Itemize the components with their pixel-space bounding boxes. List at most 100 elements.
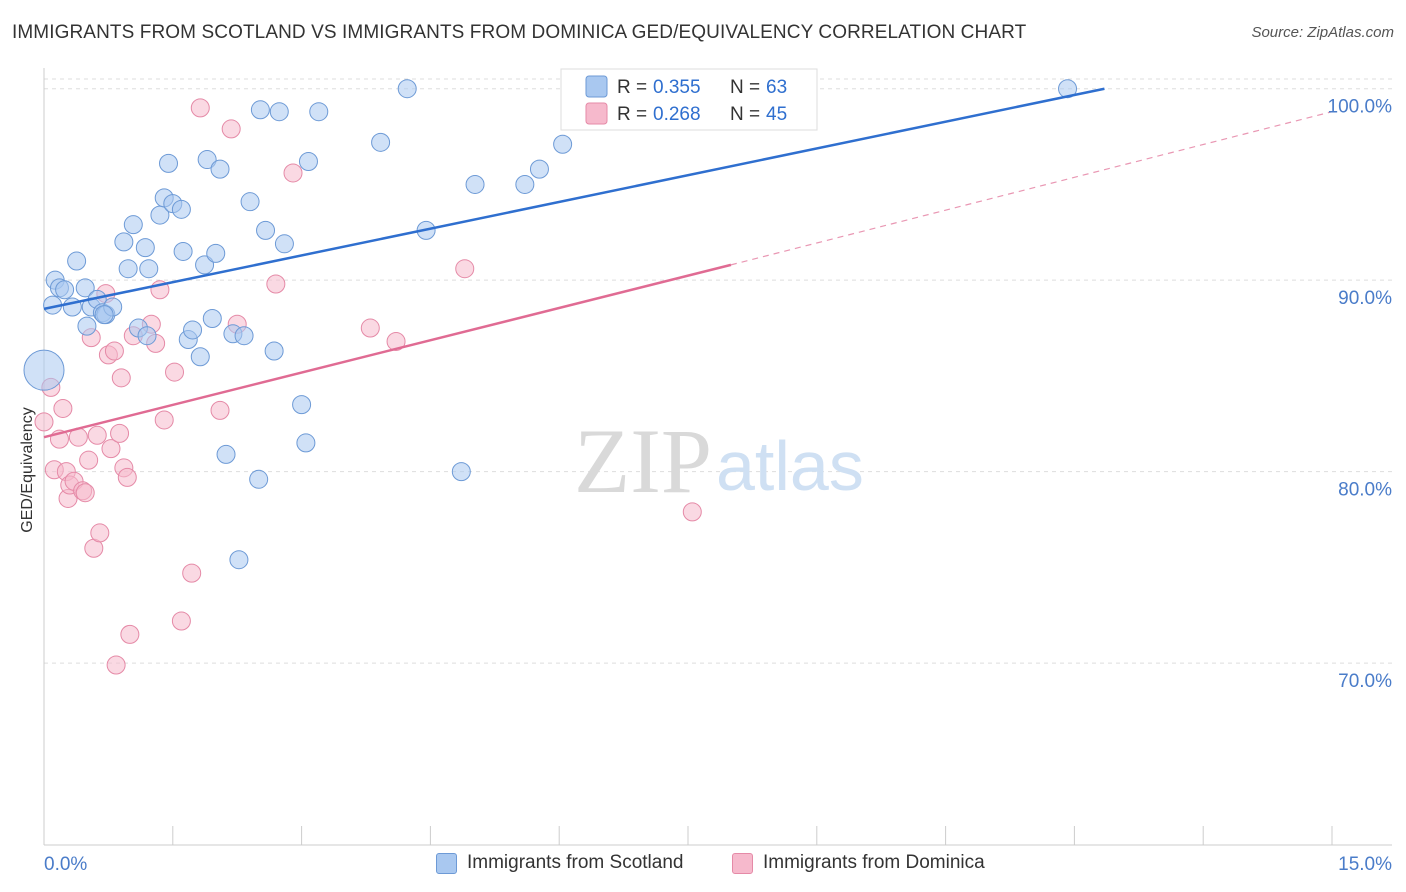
legend-r-value-dominica: 0.268 [653,104,701,125]
legend-r-label-dominica: R = [617,104,647,125]
dominica-point [106,655,126,675]
scotland-point [1058,79,1078,99]
scotland-point [118,259,138,279]
legend-item-scotland: Immigrants from Scotland [436,852,683,874]
scotland-point [256,220,276,240]
scotland-point [210,159,230,179]
scotland-point [159,153,179,173]
scotland-point [77,316,97,336]
scotland-point [75,278,95,298]
dominica-point [79,450,99,470]
scotland-point [123,215,143,235]
scotland-point [465,174,485,194]
scotland-points [23,79,1078,570]
scotland-point [23,349,65,391]
legend-n-label-scotland: N = [730,77,760,98]
legend-bottom-label-dominica: Immigrants from Dominica [763,852,985,873]
grid-layer [44,78,1392,664]
dominica-point [120,624,140,644]
scotland-point [292,395,312,415]
scotland-point [234,326,254,346]
dominica-point [110,423,130,443]
dominica-point [283,163,303,183]
dominica-point [101,439,121,459]
dominica-points [34,98,702,675]
dominica-point [171,611,191,631]
dominica-point [386,331,406,351]
scotland-point [197,150,217,170]
dominica-point [154,410,174,430]
legend-swatch-dominica [585,102,608,125]
legend-r-label-scotland: R = [617,77,647,98]
scotland-point [298,151,318,171]
dominica-trend-line [43,263,732,439]
dominica-point [221,119,241,139]
scotland-point [240,192,260,212]
scotland-point [206,243,226,263]
scotland-point [139,259,159,279]
scotland-point [114,232,134,252]
chart-title: IMMIGRANTS FROM SCOTLAND VS IMMIGRANTS F… [12,22,1027,43]
scotland-point [529,159,549,179]
dominica-point [87,425,107,445]
legend-bottom-swatch-scotland [436,852,457,874]
dominica-point [190,98,210,118]
dominica-point [210,400,230,420]
scotland-point [202,308,222,328]
scotland-point [451,462,471,482]
trend-layer [43,87,1333,439]
axis-layer [43,68,1392,846]
legend-top: R = 0.355 N = 63 R = 0.268 N = 45 [560,68,818,131]
scotland-point [264,341,284,361]
x-tick-label-min: 0.0% [44,854,87,875]
dominica-point [104,341,124,361]
y-tick-label-80: 80.0% [1338,480,1392,501]
dominica-trend-extension [730,111,1333,266]
scotland-point [195,255,215,275]
y-axis-title: GED/Equivalency [19,407,36,532]
scotland-point [137,326,157,346]
scotland-point [249,469,269,489]
scotland-point [216,444,236,464]
legend-swatch-scotland [585,75,608,98]
scotland-trend-line [43,87,1105,311]
legend-bottom-swatch-dominica [732,852,753,874]
dominica-point [455,259,475,279]
legend-n-value-scotland: 63 [766,77,787,98]
legend-r-value-scotland: 0.355 [653,77,701,98]
scotland-point [55,280,75,300]
dominica-point [34,412,54,432]
scotland-point [135,238,155,258]
scotland-point [250,100,270,120]
dominica-point [111,368,131,388]
scotland-point [269,102,289,122]
dominica-point [182,563,202,583]
dominica-point [53,398,73,418]
scotland-point [190,347,210,367]
y-tick-label-90: 90.0% [1338,288,1392,309]
scotland-point [229,550,249,570]
source-credit: Source: ZipAtlas.com [1251,24,1394,41]
legend-bottom: Immigrants from Scotland Immigrants from… [0,852,1406,878]
scotland-point [173,241,193,261]
scotland-point [183,320,203,340]
legend-n-value-dominica: 45 [766,104,787,125]
scotland-point [67,251,87,271]
label-layer: 70.0% 80.0% 90.0% 100.0% 0.0% 15.0% GED/Equiva… [19,97,1392,875]
scotland-point [274,234,294,254]
x-tick-label-max: 15.0% [1338,854,1392,875]
scotland-point [371,132,391,152]
dominica-point [90,523,110,543]
dominica-point [682,502,702,522]
scotland-point [309,102,329,122]
dominica-point [360,318,380,338]
legend-item-dominica: Immigrants from Dominica [732,852,985,874]
dominica-point [117,467,137,487]
y-tick-label-70: 70.0% [1338,671,1392,692]
dominica-point [266,274,286,294]
legend-n-label-dominica: N = [730,104,760,125]
watermark-atlas: atlas [716,427,864,505]
scotland-point [94,305,114,325]
dominica-point [165,362,185,382]
